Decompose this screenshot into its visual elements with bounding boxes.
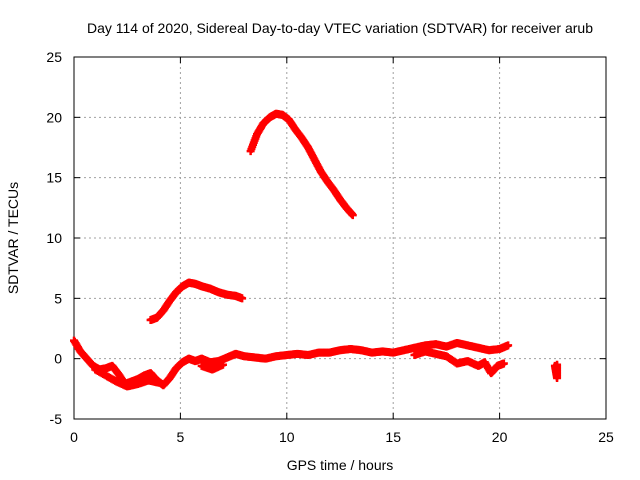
data-series [70,109,562,391]
series-arc-3 [246,109,357,220]
y-tick-label: -5 [50,411,63,427]
y-tick-label: 20 [46,109,62,125]
x-tick-label: 0 [70,429,78,445]
chart-title: Day 114 of 2020, Sidereal Day-to-day VTE… [87,20,593,36]
data-point [155,378,164,387]
y-tick-label: 15 [46,170,62,186]
data-point [348,211,357,220]
x-tick-label: 25 [598,429,614,445]
data-point [238,294,247,303]
y-tick-label: 0 [54,351,62,367]
y-tick-label: 10 [46,230,62,246]
x-tick-label: 10 [279,429,295,445]
data-point [550,361,559,370]
y-tick-label: 25 [46,49,62,65]
y-axis-label: SDTVAR / TECUs [5,182,21,294]
x-axis-label: GPS time / hours [287,457,394,473]
series-arc-1-lower-branch [91,347,508,391]
series-isolated [550,360,562,382]
data-point [499,359,508,368]
series-arc-2 [146,278,247,325]
y-tick-label: 5 [54,290,62,306]
grid [74,57,606,419]
x-tick-label: 15 [385,429,401,445]
data-point [218,360,227,369]
x-tick-label: 5 [177,429,185,445]
data-point [504,341,513,350]
x-tick-label: 20 [492,429,508,445]
axis-ticks: 0 5 10 15 20 25 -5 0 5 10 15 20 25 [46,49,614,445]
